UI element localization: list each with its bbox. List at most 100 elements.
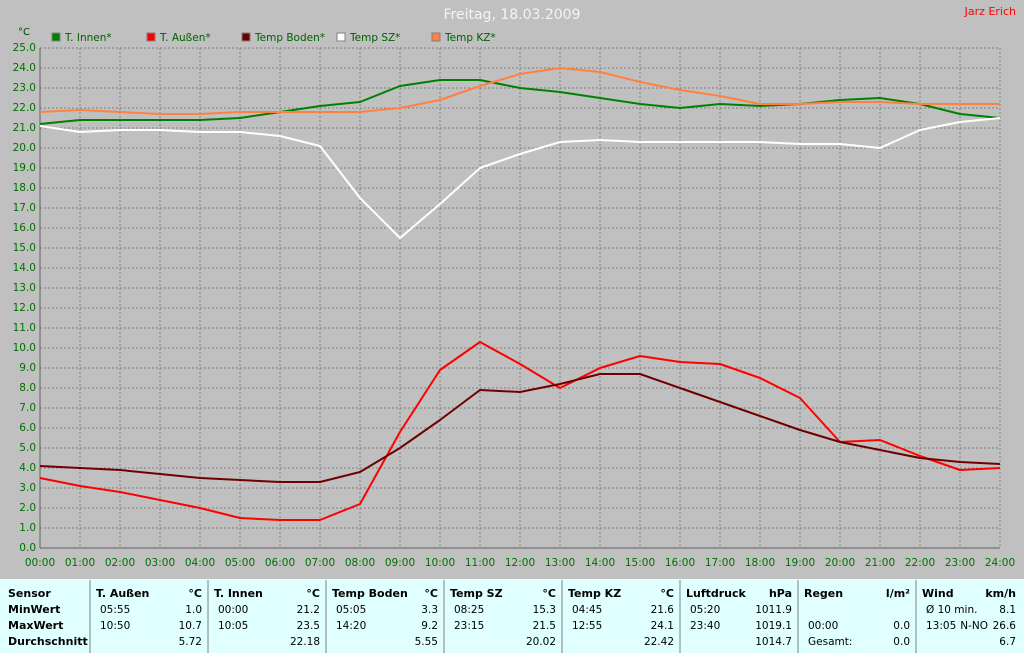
- group-unit: km/h: [985, 587, 1016, 600]
- group-unit: °C: [542, 587, 556, 600]
- y-tick-label: 10.0: [13, 342, 36, 354]
- y-tick-label: 25.0: [13, 42, 36, 54]
- y-tick-label: 11.0: [13, 322, 36, 334]
- y-tick-label: 21.0: [13, 122, 36, 134]
- table-cell: 22.42: [644, 636, 674, 648]
- y-tick-label: 5.0: [19, 442, 36, 454]
- legend-label: Temp SZ*: [349, 32, 400, 44]
- group-name: Wind: [922, 587, 954, 600]
- x-tick-label: 06:00: [265, 557, 295, 569]
- x-tick-label: 23:00: [945, 557, 975, 569]
- y-tick-label: 12.0: [13, 302, 36, 314]
- legend-swatch: [51, 32, 61, 42]
- row-label: Sensor: [8, 587, 51, 600]
- group-name: Temp Boden: [332, 587, 408, 600]
- x-tick-label: 10:00: [425, 557, 455, 569]
- x-tick-label: 16:00: [665, 557, 695, 569]
- y-tick-label: 1.0: [19, 522, 36, 534]
- y-tick-label: 19.0: [13, 162, 36, 174]
- table-cell: 13:05: [926, 620, 956, 632]
- y-tick-label: 7.0: [19, 402, 36, 414]
- y-tick-label: 6.0: [19, 422, 36, 434]
- table-cell: 23.5: [297, 620, 320, 632]
- legend-swatch: [146, 32, 156, 42]
- group-name: Temp SZ: [450, 587, 503, 600]
- table-cell: 3.3: [421, 604, 438, 616]
- group-unit: l/m²: [886, 587, 910, 600]
- table-cell: 5.55: [415, 636, 438, 648]
- table-cell: 23:15: [454, 620, 484, 632]
- y-tick-label: 18.0: [13, 182, 36, 194]
- table-cell: 0.0: [893, 636, 910, 648]
- table-cell: 22.18: [290, 636, 320, 648]
- x-tick-label: 12:00: [505, 557, 535, 569]
- table-cell: 1014.7: [755, 636, 792, 648]
- y-tick-label: 2.0: [19, 502, 36, 514]
- table-cell: 05:05: [336, 604, 366, 616]
- x-tick-label: 15:00: [625, 557, 655, 569]
- y-tick-label: 14.0: [13, 262, 36, 274]
- table-cell: 10:50: [100, 620, 130, 632]
- table-cell: Ø 10 min.: [926, 604, 977, 616]
- table-cell: 10.7: [179, 620, 202, 632]
- table-cell: 00:00: [218, 604, 248, 616]
- table-cell: 21.5: [533, 620, 556, 632]
- table-cell: 5.72: [179, 636, 202, 648]
- x-tick-label: 21:00: [865, 557, 895, 569]
- x-tick-label: 07:00: [305, 557, 335, 569]
- group-unit: °C: [188, 587, 202, 600]
- group-unit: hPa: [769, 587, 792, 600]
- table-cell: 21.6: [651, 604, 675, 616]
- row-label: MinWert: [8, 603, 60, 616]
- x-tick-label: 00:00: [25, 557, 55, 569]
- y-tick-label: 9.0: [19, 362, 36, 374]
- series-line: [39, 373, 1001, 483]
- table-cell: 8.1: [999, 604, 1016, 616]
- y-tick-label: 17.0: [13, 202, 36, 214]
- table-cell: 04:45: [572, 604, 602, 616]
- x-tick-label: 08:00: [345, 557, 375, 569]
- y-tick-label: 4.0: [19, 462, 36, 474]
- table-cell: 6.7: [999, 636, 1016, 648]
- x-tick-label: 20:00: [825, 557, 855, 569]
- table-cell: 20.02: [526, 636, 556, 648]
- table-cell: N-NO: [960, 620, 988, 632]
- legend-swatch: [336, 32, 346, 42]
- x-tick-label: 04:00: [185, 557, 215, 569]
- x-tick-label: 11:00: [465, 557, 495, 569]
- table-cell: 05:20: [690, 604, 720, 616]
- legend-swatch: [431, 32, 441, 42]
- y-tick-label: 24.0: [13, 62, 36, 74]
- legend-label: Temp KZ*: [444, 32, 496, 44]
- y-tick-label: 8.0: [19, 382, 36, 394]
- table-cell: 21.2: [297, 604, 320, 616]
- x-tick-label: 22:00: [905, 557, 935, 569]
- row-label: Durchschnitt: [8, 635, 88, 648]
- x-tick-label: 17:00: [705, 557, 735, 569]
- group-name: T. Außen: [96, 587, 149, 600]
- table-cell: Gesamt:: [808, 636, 852, 648]
- x-tick-label: 13:00: [545, 557, 575, 569]
- x-tick-label: 18:00: [745, 557, 775, 569]
- group-unit: °C: [424, 587, 438, 600]
- series-line: [39, 79, 1001, 125]
- x-tick-label: 09:00: [385, 557, 415, 569]
- y-tick-label: 23.0: [13, 82, 36, 94]
- x-tick-label: 14:00: [585, 557, 615, 569]
- table-cell: 1011.9: [755, 604, 792, 616]
- group-name: T. Innen: [214, 587, 263, 600]
- x-tick-label: 24:00: [985, 557, 1015, 569]
- table-background: [0, 579, 1024, 653]
- y-tick-label: 15.0: [13, 242, 36, 254]
- legend-label: Temp Boden*: [254, 32, 325, 44]
- table-cell: 10:05: [218, 620, 248, 632]
- y-tick-label: 22.0: [13, 102, 36, 114]
- x-tick-label: 01:00: [65, 557, 95, 569]
- legend-label: T. Außen*: [159, 32, 211, 44]
- y-tick-label: 13.0: [13, 282, 36, 294]
- group-name: Regen: [804, 587, 843, 600]
- group-unit: °C: [306, 587, 320, 600]
- row-label: MaxWert: [8, 619, 63, 632]
- table-cell: 0.0: [893, 620, 910, 632]
